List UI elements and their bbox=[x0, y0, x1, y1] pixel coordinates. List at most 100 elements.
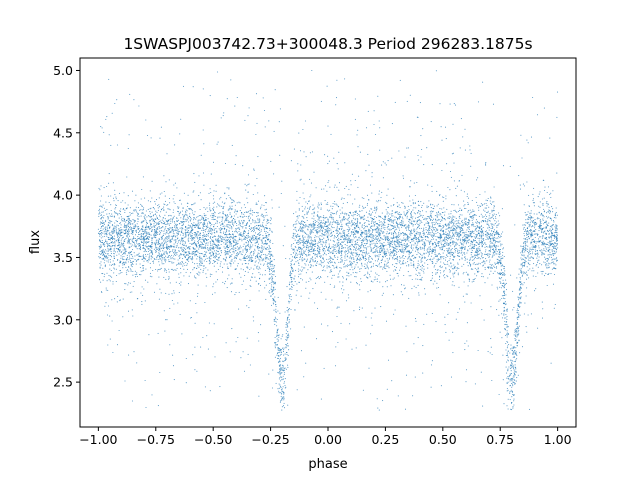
data-point bbox=[472, 224, 474, 226]
data-point bbox=[334, 200, 336, 203]
data-point bbox=[334, 222, 337, 224]
data-point bbox=[426, 313, 428, 315]
data-point bbox=[493, 205, 495, 207]
data-point bbox=[445, 257, 447, 259]
data-point bbox=[359, 289, 361, 291]
data-point bbox=[501, 285, 503, 287]
data-point bbox=[347, 237, 349, 239]
data-point bbox=[295, 229, 297, 231]
data-point bbox=[412, 247, 414, 249]
data-point bbox=[451, 236, 453, 238]
data-point bbox=[552, 220, 555, 222]
data-point bbox=[531, 248, 533, 250]
data-point bbox=[439, 253, 441, 256]
data-point bbox=[489, 253, 491, 255]
data-point bbox=[528, 257, 530, 259]
data-point bbox=[464, 207, 466, 209]
data-point bbox=[235, 230, 237, 232]
data-point bbox=[415, 257, 417, 259]
data-point bbox=[231, 328, 233, 330]
data-point bbox=[250, 247, 252, 249]
data-point bbox=[382, 230, 384, 233]
data-point bbox=[478, 240, 480, 242]
data-point bbox=[422, 237, 424, 239]
data-point bbox=[492, 103, 495, 105]
data-point bbox=[309, 236, 311, 238]
data-point bbox=[243, 243, 245, 245]
data-point bbox=[104, 209, 106, 211]
data-point bbox=[199, 214, 202, 217]
data-point bbox=[454, 104, 457, 106]
data-point bbox=[390, 255, 392, 257]
data-point bbox=[146, 246, 148, 248]
data-point bbox=[299, 269, 301, 271]
data-point bbox=[292, 269, 294, 271]
data-point bbox=[266, 254, 268, 256]
data-point bbox=[548, 236, 550, 238]
data-point bbox=[107, 257, 109, 259]
data-point bbox=[386, 265, 388, 267]
data-point bbox=[397, 226, 399, 228]
data-point bbox=[348, 272, 350, 274]
data-point bbox=[551, 268, 553, 270]
data-point bbox=[261, 241, 263, 243]
data-point bbox=[435, 70, 437, 72]
data-point bbox=[175, 236, 177, 238]
data-point bbox=[481, 253, 483, 255]
data-point bbox=[293, 213, 295, 215]
data-point bbox=[320, 291, 322, 293]
data-point bbox=[485, 214, 487, 216]
data-point bbox=[198, 224, 200, 226]
data-point bbox=[462, 273, 464, 275]
data-point bbox=[554, 247, 557, 249]
data-point bbox=[363, 249, 365, 251]
data-point bbox=[475, 249, 477, 251]
data-point bbox=[434, 241, 436, 243]
data-point bbox=[266, 248, 268, 250]
data-point bbox=[307, 207, 309, 209]
data-point bbox=[464, 149, 466, 151]
data-point bbox=[234, 294, 236, 296]
data-point bbox=[364, 225, 367, 228]
data-point bbox=[455, 210, 457, 213]
data-point bbox=[285, 358, 287, 360]
data-point bbox=[548, 229, 550, 231]
data-point bbox=[290, 299, 292, 301]
data-point bbox=[224, 250, 227, 252]
data-point bbox=[401, 239, 403, 241]
data-point bbox=[408, 229, 411, 232]
data-point bbox=[524, 237, 527, 240]
data-point bbox=[315, 338, 318, 340]
data-point bbox=[252, 254, 254, 256]
data-point bbox=[311, 247, 313, 249]
data-point bbox=[104, 245, 106, 248]
data-point bbox=[244, 224, 246, 227]
data-point bbox=[476, 220, 479, 222]
data-point bbox=[439, 247, 441, 249]
data-point bbox=[464, 253, 466, 255]
data-point bbox=[149, 262, 151, 264]
data-point bbox=[423, 227, 425, 229]
data-point bbox=[343, 238, 345, 240]
data-point bbox=[434, 252, 436, 254]
data-point bbox=[512, 381, 514, 383]
data-point bbox=[550, 362, 552, 364]
data-point bbox=[177, 302, 179, 304]
data-point bbox=[402, 250, 404, 252]
data-point bbox=[485, 244, 487, 246]
data-point bbox=[457, 226, 459, 228]
data-point bbox=[522, 284, 524, 286]
data-point bbox=[468, 228, 470, 230]
data-point bbox=[196, 312, 198, 314]
data-point bbox=[506, 326, 508, 328]
data-point bbox=[303, 231, 305, 233]
data-point bbox=[448, 235, 450, 237]
data-point bbox=[203, 207, 205, 209]
data-point bbox=[470, 302, 472, 304]
data-point bbox=[553, 244, 555, 246]
data-point bbox=[393, 232, 395, 235]
data-point bbox=[410, 215, 412, 217]
data-point bbox=[129, 246, 131, 248]
data-point bbox=[274, 336, 276, 339]
data-point bbox=[512, 385, 514, 387]
